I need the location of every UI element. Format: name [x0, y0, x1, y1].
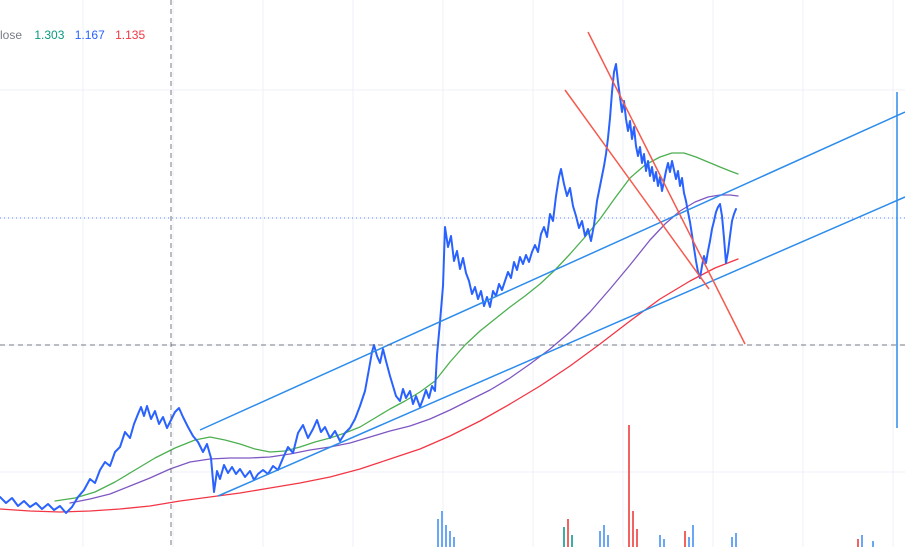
volume-bar: [663, 539, 665, 547]
volume-bar: [632, 511, 634, 547]
ma-red: [0, 258, 739, 513]
legend-value-green: 1.303: [34, 28, 65, 42]
volume-bar: [437, 519, 439, 547]
ma-purple: [69, 194, 739, 504]
descending-trendline-right[interactable]: [587, 31, 746, 345]
legend-label: lose: [0, 28, 23, 42]
volume-bar: [688, 537, 690, 547]
ascending-channel-upper[interactable]: [199, 111, 905, 431]
volume-bar: [445, 525, 447, 547]
indicator-legend: lose 1.303 1.167 1.135: [0, 28, 152, 42]
volume-bar: [563, 527, 565, 547]
volume-bar: [872, 541, 874, 547]
volume-bar: [441, 511, 443, 547]
volume-bar: [636, 529, 638, 547]
volume-bar: [567, 519, 569, 547]
volume-bar: [861, 535, 863, 547]
volume-bar: [684, 531, 686, 547]
volume-bar: [571, 535, 573, 547]
ascending-channel-lower[interactable]: [217, 196, 905, 497]
volume-bar: [735, 533, 737, 547]
volume-bar: [599, 531, 601, 547]
legend-value-red: 1.135: [115, 28, 146, 42]
volume-bar: [453, 537, 455, 547]
volume-bar: [692, 525, 694, 547]
legend-value-blue: 1.167: [74, 28, 105, 42]
volume-bar: [659, 535, 661, 547]
volume-bar: [603, 525, 605, 547]
volume-bar: [731, 537, 733, 547]
ma-green: [54, 152, 739, 502]
volume-bar: [607, 535, 609, 547]
volume-bar: [857, 539, 859, 547]
volume-bar: [449, 531, 451, 547]
descending-trendline-left[interactable]: [564, 89, 710, 290]
price-line: [0, 63, 737, 514]
volume-bar: [628, 425, 630, 547]
